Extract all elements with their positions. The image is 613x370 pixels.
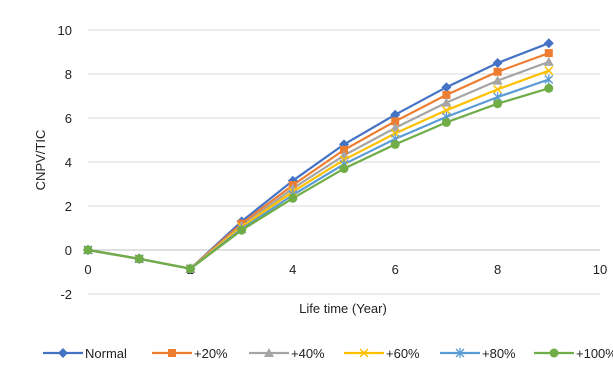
legend: Normal +20% +40% +60% +80% +100% (43, 346, 613, 361)
series-markers (83, 38, 554, 274)
data-point-5 (339, 164, 349, 174)
data-point-0 (441, 82, 452, 93)
data-point-1 (493, 67, 502, 76)
series-line-1 (87, 52, 550, 270)
legend-label: +40% (291, 346, 325, 361)
legend-marker (168, 349, 176, 357)
x-tick-label: 10 (593, 262, 607, 277)
x-tick-label: 4 (289, 262, 296, 277)
data-point-5 (83, 245, 93, 255)
data-point-5 (441, 117, 451, 127)
legend-marker (264, 348, 274, 357)
data-point-5 (288, 193, 298, 203)
data-point-0 (390, 109, 401, 120)
y-tick-label: -2 (60, 287, 72, 302)
legend-label: Normal (85, 346, 127, 361)
x-tick-label: 8 (494, 262, 501, 277)
y-tick-label: 0 (65, 243, 72, 258)
legend-marker (549, 348, 559, 358)
series-line-5 (87, 87, 550, 270)
data-point-1 (442, 90, 451, 99)
x-tick-label: 6 (392, 262, 399, 277)
data-point-3 (493, 84, 503, 94)
legend-label: +80% (482, 346, 516, 361)
data-point-5 (134, 254, 144, 264)
series-line-3 (87, 69, 550, 270)
data-point-5 (237, 225, 247, 235)
y-axis-title: CNPV/TIC (33, 130, 48, 191)
legend-label: +100% (576, 346, 613, 361)
series-line-2 (87, 60, 550, 270)
data-point-0 (492, 58, 503, 68)
data-point-5 (544, 83, 554, 93)
y-tick-label: 8 (65, 67, 72, 82)
y-tick-label: 4 (65, 155, 72, 170)
data-point-1 (544, 49, 553, 58)
data-point-3 (441, 105, 451, 115)
data-point-3 (544, 66, 554, 76)
legend-label: +60% (386, 346, 420, 361)
series-lines (87, 42, 550, 270)
data-point-0 (543, 38, 554, 49)
data-point-1 (340, 145, 348, 154)
legend-label: +20% (194, 346, 228, 361)
data-point-5 (493, 99, 503, 109)
data-point-2 (390, 122, 401, 132)
data-point-2 (441, 97, 452, 107)
data-point-5 (390, 139, 400, 149)
data-point-4 (544, 74, 554, 85)
y-tick-label: 10 (58, 23, 72, 38)
legend-marker (455, 348, 465, 358)
x-tick-label: 0 (84, 262, 91, 277)
y-tick-label: 6 (65, 111, 72, 126)
data-point-5 (185, 264, 195, 274)
legend-marker (359, 348, 369, 358)
data-point-1 (391, 117, 400, 126)
data-point-2 (492, 75, 503, 85)
series-line-4 (87, 78, 550, 270)
x-axis-title: Life time (Year) (299, 301, 387, 316)
data-point-2 (543, 56, 554, 66)
series-line-0 (87, 42, 550, 270)
legend-marker (58, 348, 68, 358)
y-tick-label: 2 (65, 199, 72, 214)
